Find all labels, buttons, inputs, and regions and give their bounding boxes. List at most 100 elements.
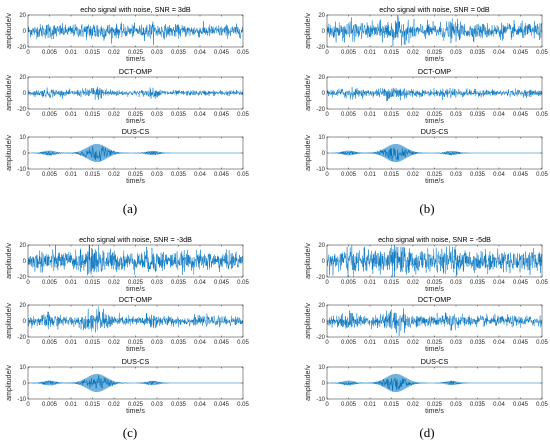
signal-envelope [28, 143, 243, 163]
x-tick-label: 0.025 [128, 280, 144, 286]
y-tick-label: 0 [23, 259, 27, 265]
y-tick-label: 0 [322, 259, 326, 265]
y-axis-label: amplitude/v [6, 365, 13, 401]
x-tick-label: 0.01 [364, 172, 376, 178]
x-tick-label: 0.01 [65, 50, 77, 56]
x-tick-label: 0.04 [493, 402, 505, 408]
x-tick-label: 0.03 [450, 340, 462, 346]
y-tick-label: 20 [19, 75, 26, 81]
x-tick-label: 0.005 [42, 112, 58, 118]
x-tick-label: 0.015 [384, 172, 400, 178]
x-tick-label: 0 [26, 112, 30, 118]
subplot-title: DUS-CS [421, 127, 449, 136]
y-tick-label: -10 [316, 397, 325, 403]
x-axis-label: time/s [425, 346, 444, 353]
x-axis-label: time/s [126, 346, 145, 353]
x-tick-label: 0.03 [151, 172, 163, 178]
x-tick-label: 0.02 [108, 112, 120, 118]
x-axis-label: time/s [425, 408, 444, 415]
y-tick-label: 20 [318, 75, 325, 81]
x-tick-label: 0.035 [470, 402, 486, 408]
x-tick-label: 0.005 [341, 340, 357, 346]
signal-series [28, 375, 243, 389]
x-tick-label: 0.015 [85, 50, 101, 56]
x-tick-label: 0.03 [450, 402, 462, 408]
x-tick-label: 0.02 [407, 340, 419, 346]
panel-caption: (c) [123, 425, 137, 440]
x-tick-label: 0.05 [237, 112, 249, 118]
subplot-title: echo signal with noise, SNR = -5dB [378, 235, 491, 244]
x-tick-label: 0.035 [171, 280, 187, 286]
x-tick-label: 0.05 [536, 340, 548, 346]
signal-series [327, 15, 542, 46]
panel-caption: (d) [419, 425, 434, 440]
x-axis-label: time/s [425, 118, 444, 125]
y-tick-label: 0 [322, 381, 326, 387]
x-tick-label: 0.02 [407, 50, 419, 56]
x-tick-label: 0.03 [151, 340, 163, 346]
x-tick-label: 0.035 [171, 172, 187, 178]
x-tick-label: 0.03 [151, 50, 163, 56]
x-tick-label: 0.05 [536, 402, 548, 408]
subplot-title: DCT-OMP [418, 295, 451, 304]
x-tick-label: 0.01 [65, 402, 77, 408]
x-tick-label: 0.01 [364, 280, 376, 286]
y-tick-label: 10 [19, 135, 26, 141]
x-tick-label: 0.015 [85, 280, 101, 286]
x-tick-label: 0.01 [65, 112, 77, 118]
x-tick-label: 0.045 [513, 172, 529, 178]
subplot-title: DCT-OMP [119, 67, 152, 76]
x-tick-label: 0.025 [427, 280, 443, 286]
y-tick-label: -20 [17, 275, 26, 281]
x-tick-label: 0.035 [171, 340, 187, 346]
panel-caption: (a) [123, 201, 137, 216]
x-tick-label: 0.005 [42, 50, 58, 56]
x-tick-label: 0.04 [194, 280, 206, 286]
y-axis-label: amplitude/v [6, 13, 13, 49]
x-tick-label: 0.04 [493, 50, 505, 56]
x-tick-label: 0.015 [85, 402, 101, 408]
x-tick-label: 0.03 [151, 112, 163, 118]
x-tick-label: 0.025 [427, 402, 443, 408]
x-tick-label: 0.04 [194, 402, 206, 408]
x-tick-label: 0.015 [85, 172, 101, 178]
x-tick-label: 0.02 [407, 172, 419, 178]
x-axis-label: time/s [425, 56, 444, 63]
y-tick-label: 10 [318, 135, 325, 141]
y-axis-label: amplitude/v [305, 75, 312, 111]
x-axis-label: time/s [126, 178, 145, 185]
x-tick-label: 0.045 [214, 280, 230, 286]
subplot-cs: DUS-CS 0 0.005 0.01 0.015 0.02 0.025 0.03 0.035 0… [305, 357, 548, 415]
panel-a: echo signal with noise, SNR = 3dB 0 0.005 0… [6, 5, 249, 216]
y-tick-label: -20 [316, 275, 325, 281]
y-tick-label: 20 [19, 243, 26, 249]
signal-series [28, 306, 243, 333]
x-tick-label: 0.01 [364, 340, 376, 346]
x-tick-label: 0.03 [151, 280, 163, 286]
x-tick-label: 0.045 [214, 112, 230, 118]
y-tick-label: 20 [19, 13, 26, 19]
y-tick-label: 20 [318, 13, 325, 19]
x-tick-label: 0.04 [194, 340, 206, 346]
signal-series [327, 245, 542, 277]
subplot-title: DCT-OMP [119, 295, 152, 304]
subplot-omp: DCT-OMP 0 0.005 0.01 0.015 0.02 0.025 0.03 0.035… [6, 67, 249, 125]
signal-envelope [327, 373, 542, 393]
y-tick-label: -20 [17, 335, 26, 341]
x-tick-label: 0.005 [42, 280, 58, 286]
x-tick-label: 0.05 [237, 50, 249, 56]
x-tick-label: 0.035 [171, 50, 187, 56]
y-axis-label: amplitude/v [6, 243, 13, 279]
y-tick-label: 20 [318, 303, 325, 309]
y-tick-label: 0 [23, 319, 27, 325]
x-tick-label: 0 [26, 402, 30, 408]
x-tick-label: 0.005 [341, 112, 357, 118]
x-axis-label: time/s [126, 56, 145, 63]
signal-series [28, 145, 243, 162]
x-tick-label: 0.02 [407, 280, 419, 286]
y-tick-label: 0 [322, 29, 326, 35]
x-tick-label: 0.01 [65, 340, 77, 346]
y-tick-label: -10 [17, 167, 26, 173]
subplot-title: DUS-CS [421, 357, 449, 366]
x-tick-label: 0.02 [108, 50, 120, 56]
